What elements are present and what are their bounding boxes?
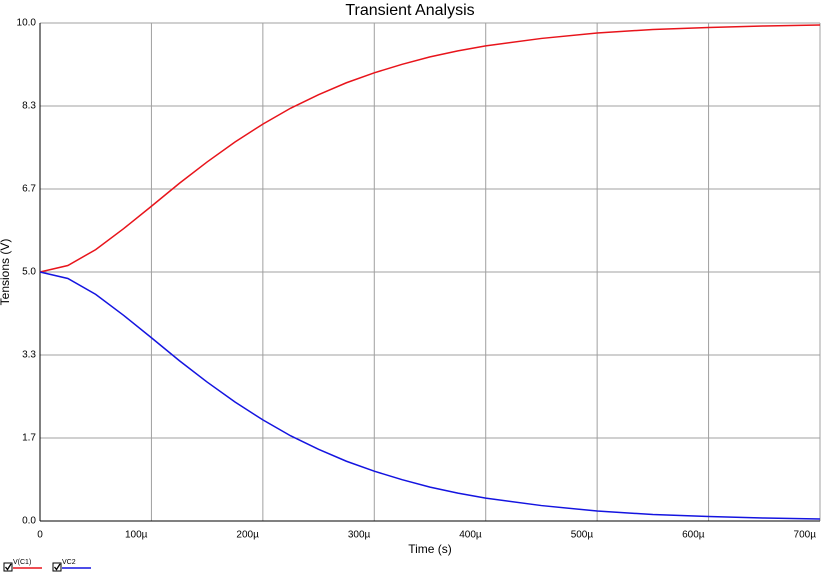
x-tick-label: 300µ [348,530,371,541]
y-tick-label: 3.3 [22,350,36,361]
y-tick-label: 1.7 [22,433,36,444]
chart-title: Transient Analysis [345,2,474,19]
y-tick-label: 0.0 [22,516,36,527]
y-tick-label: 5.0 [22,267,36,278]
legend-checkbox[interactable] [52,562,62,572]
legend-checkmark[interactable] [53,563,61,571]
y-tick-label: 8.3 [22,101,36,112]
grid: 0.0 1.7 3.3 5.0 6.7 8.3 10.0 0 100µ 200µ 300µ 400µ 5… [17,18,821,541]
x-tick-label: 200µ [236,530,259,541]
x-tick-label: 100µ [125,530,148,541]
series-line [39,24,821,273]
series-line [39,271,821,520]
x-tick-label: 0 [37,530,43,541]
x-tick-label: 400µ [459,530,482,541]
legend-checkbox[interactable] [3,562,13,572]
legend-checkmark[interactable] [4,563,12,571]
legend: V(C1) VC2 [3,559,91,572]
x-tick-label: 600µ [682,530,705,541]
legend-label: V(C1) [13,559,31,566]
x-tick-label: 500µ [571,530,594,541]
y-tick-label: 6.7 [22,184,36,195]
x-tick-label: 700µ [794,530,817,541]
plot [39,24,821,520]
x-axis-label: Time (s) [408,542,452,556]
y-tick-label: 10.0 [17,18,37,29]
y-axis-label: Tensions (V) [0,239,12,306]
legend-label: VC2 [62,559,76,566]
